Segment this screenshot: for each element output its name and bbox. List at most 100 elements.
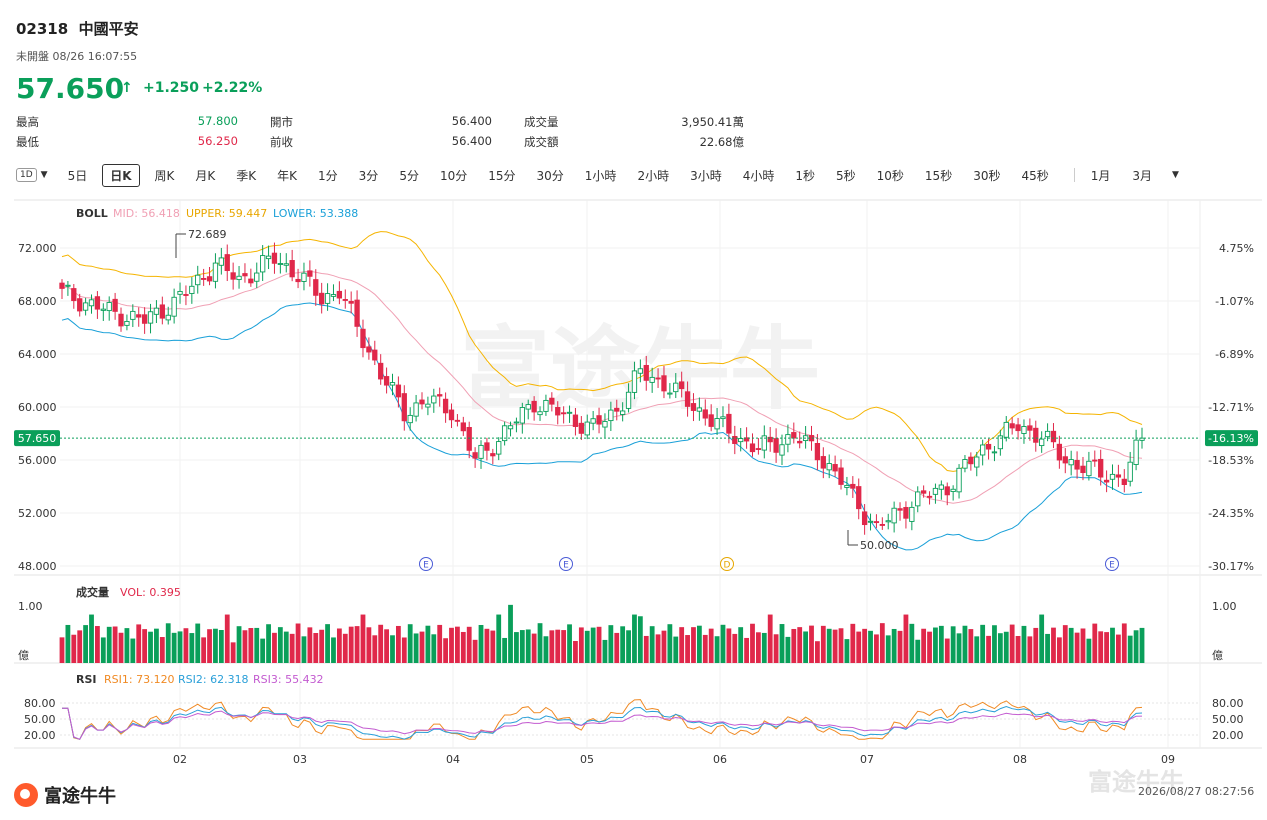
volume-bar — [1010, 625, 1015, 663]
candle-body — [975, 457, 979, 467]
candle-body — [992, 452, 996, 453]
volume-bar — [992, 625, 997, 663]
candle-body — [921, 491, 925, 493]
candle-body — [1104, 480, 1108, 482]
candle-body — [556, 407, 560, 415]
volume-bar — [786, 637, 791, 663]
volume-bar — [361, 615, 366, 663]
volume-bar — [219, 630, 224, 663]
candle-body — [1004, 422, 1008, 437]
volume-bar — [1022, 626, 1027, 663]
volume-bar — [549, 630, 554, 663]
candle-body — [544, 400, 548, 411]
candle-body — [384, 377, 388, 386]
candle-body — [1039, 439, 1043, 445]
volume-bar — [77, 630, 82, 663]
volume-bar — [290, 634, 295, 663]
candle-body — [585, 422, 589, 435]
current-price-text: 57.650 — [18, 432, 57, 445]
candle-body — [355, 300, 359, 326]
volume-bar — [272, 633, 277, 663]
y-tick-label: 68.000 — [18, 295, 57, 308]
candle-body — [963, 460, 967, 469]
candle-body — [691, 404, 695, 411]
y-pct-label: -12.71% — [1208, 401, 1254, 414]
boll-label: BOLL — [76, 207, 108, 220]
candle-body — [679, 382, 683, 389]
volume-bar — [703, 635, 708, 663]
candle-body — [715, 419, 719, 429]
candle-body — [933, 488, 937, 494]
candle-body — [325, 294, 329, 304]
candle-body — [880, 524, 884, 525]
candle-body — [857, 487, 861, 509]
x-tick-label: 08 — [1013, 753, 1027, 766]
candle-body — [1075, 460, 1079, 469]
candle-body — [1093, 460, 1097, 461]
volume-bar — [443, 638, 448, 663]
candle-body — [538, 412, 542, 415]
candle-body — [142, 315, 146, 324]
volume-bar — [325, 624, 330, 663]
candle-body — [945, 487, 949, 495]
candle-body — [408, 415, 412, 422]
candle-body — [237, 276, 241, 279]
candle-body — [939, 485, 943, 489]
y-tick-label: 60.000 — [18, 401, 57, 414]
volume-bar — [880, 623, 885, 663]
volume-bar — [856, 632, 861, 663]
futu-logo-icon — [14, 783, 38, 807]
x-tick-label: 04 — [446, 753, 460, 766]
candle-body — [467, 427, 471, 450]
candle-body — [172, 297, 176, 316]
volume-bar — [207, 629, 212, 663]
candle-body — [815, 443, 819, 459]
volume-bar — [89, 615, 94, 663]
volume-bar — [431, 634, 436, 663]
volume-bar — [738, 627, 743, 663]
boll-upper-value: UPPER: 59.447 — [186, 207, 267, 220]
volume-bar — [189, 633, 194, 663]
candle-body — [898, 509, 902, 511]
volume-bar — [455, 627, 460, 663]
volume-bar — [1075, 633, 1080, 663]
candle-body — [455, 420, 459, 421]
candle-body — [904, 507, 908, 518]
rsi-title: RSI — [76, 673, 97, 686]
candle-body — [780, 445, 784, 455]
candle-body — [420, 400, 424, 404]
volume-title: 成交量 — [76, 585, 109, 599]
candle-body — [615, 408, 619, 411]
volume-bar — [573, 641, 578, 663]
candle-body — [148, 312, 152, 323]
volume-bar — [337, 628, 342, 663]
volume-bar — [408, 624, 413, 663]
candle-body — [1134, 440, 1138, 464]
candle-body — [231, 273, 235, 279]
candle-body — [1128, 462, 1132, 481]
candle-body — [1045, 431, 1049, 436]
candle-body — [95, 297, 99, 309]
volume-bar — [502, 638, 507, 663]
volume-bar — [721, 625, 726, 663]
event-marker-text: E — [563, 561, 569, 571]
candle-body — [207, 277, 211, 281]
candle-body — [644, 365, 648, 380]
y-pct-label: 4.75% — [1219, 242, 1254, 255]
volume-bar — [685, 635, 690, 663]
volume-unit-right: 億 — [1212, 649, 1223, 662]
volume-bar — [485, 629, 490, 663]
volume-bar — [184, 628, 189, 663]
candle-body — [485, 443, 489, 451]
volume-bar — [148, 632, 153, 663]
volume-bar — [243, 630, 248, 663]
volume-bar — [1069, 628, 1074, 663]
candle-body — [1051, 431, 1055, 441]
boll-mid-value: MID: 56.418 — [113, 207, 180, 220]
rsi-y-tick: 80.00 — [24, 697, 56, 710]
candle-body — [638, 369, 642, 374]
y-tick-label: 64.000 — [18, 348, 57, 361]
volume-bar — [862, 629, 867, 663]
volume-bar — [1081, 628, 1086, 663]
